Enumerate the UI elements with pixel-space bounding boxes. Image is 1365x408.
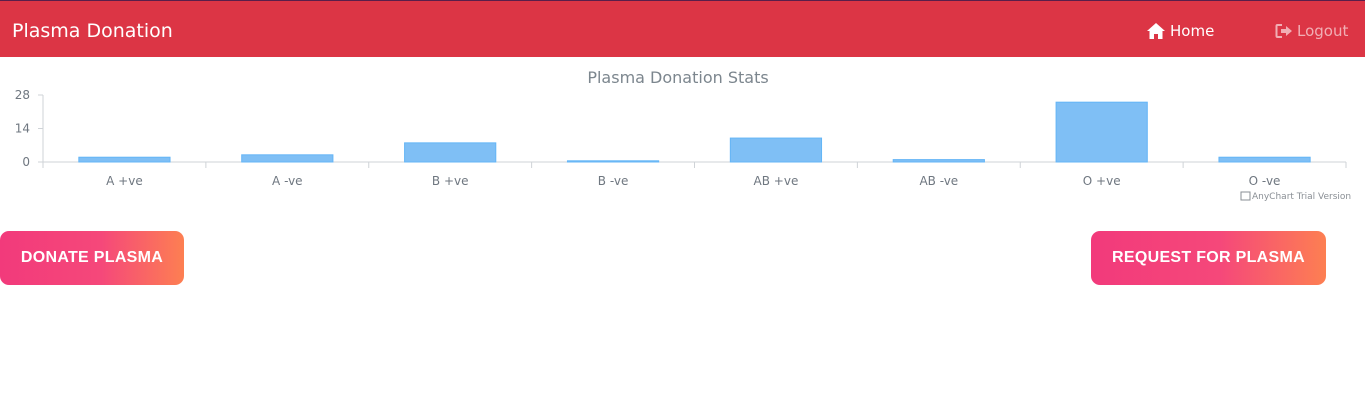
- x-tick-label: A -ve: [272, 174, 303, 188]
- y-tick-label: 14: [15, 122, 30, 136]
- chart-title: Plasma Donation Stats: [587, 68, 768, 87]
- plasma-stats-chart: Plasma Donation Stats 0 14 28 A +ve A -ve B …: [0, 57, 1365, 207]
- request-plasma-button[interactable]: REQUEST FOR PLASMA: [1091, 231, 1326, 285]
- x-tick-label: AB -ve: [919, 174, 958, 188]
- chart-bar[interactable]: [404, 142, 497, 163]
- logout-icon: [1275, 23, 1293, 39]
- chart-credit[interactable]: AnyChart Trial Version: [1240, 191, 1351, 202]
- chart-bar[interactable]: [729, 137, 823, 163]
- x-axis: A +ve A -ve B +ve B -ve AB +ve AB -ve O +ve O -…: [42, 161, 1347, 188]
- navbar: Plasma Donation Home Logout: [0, 0, 1365, 57]
- x-tick-label: O +ve: [1083, 174, 1121, 188]
- chart-bar[interactable]: [1218, 156, 1311, 163]
- x-tick-label: A +ve: [106, 174, 143, 188]
- chart-bar[interactable]: [566, 160, 660, 163]
- chart-credit-text: AnyChart Trial Version: [1252, 192, 1351, 202]
- nav-home-link[interactable]: Home: [1146, 22, 1214, 40]
- nav-logout-link[interactable]: Logout: [1275, 22, 1348, 40]
- donate-plasma-button[interactable]: DONATE PLASMA: [0, 231, 184, 285]
- chart-bar[interactable]: [892, 159, 985, 163]
- chart-bar[interactable]: [1055, 101, 1148, 163]
- home-icon: [1146, 22, 1166, 40]
- anychart-logo-icon: [1240, 191, 1251, 201]
- y-tick-label: 28: [15, 88, 30, 102]
- x-tick-label: AB +ve: [754, 174, 799, 188]
- chart-svg: Plasma Donation Stats 0 14 28 A +ve A -ve B …: [15, 68, 1351, 202]
- y-axis: 0 14 28: [15, 88, 44, 169]
- bars: [78, 101, 1311, 163]
- nav-logout-label: Logout: [1297, 22, 1349, 40]
- chart-bar[interactable]: [78, 156, 171, 163]
- x-tick-label: B -ve: [598, 174, 629, 188]
- x-tick-label: O -ve: [1249, 174, 1281, 188]
- brand-title[interactable]: Plasma Donation: [12, 20, 173, 42]
- chart-bar[interactable]: [241, 154, 334, 163]
- y-tick-label: 0: [22, 155, 30, 169]
- x-tick-label: B +ve: [432, 174, 469, 188]
- nav-home-label: Home: [1170, 22, 1215, 40]
